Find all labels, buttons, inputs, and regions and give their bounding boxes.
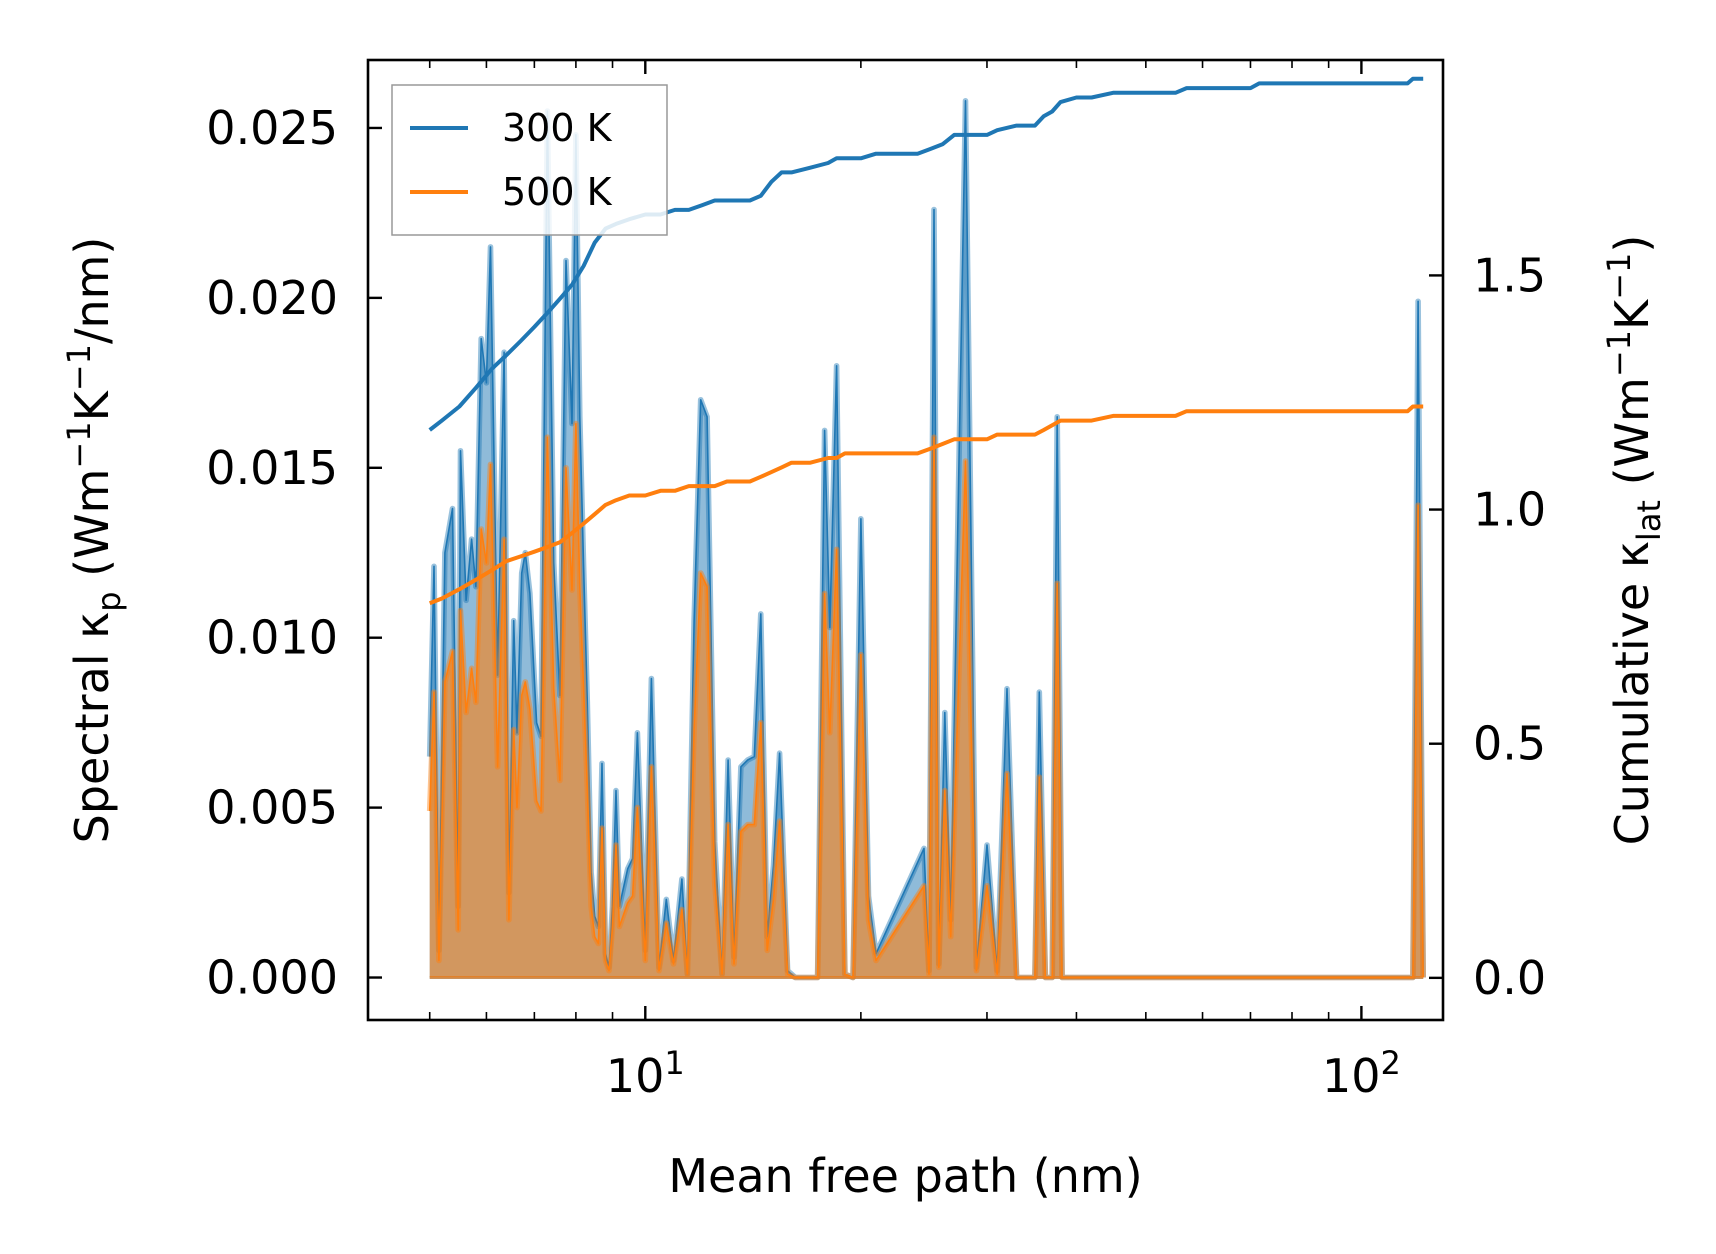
chart-ticks xyxy=(366,58,1445,1022)
plot-frame xyxy=(366,58,1445,1022)
y-left-tick-label: 0.015 xyxy=(206,441,338,495)
y-right-tick-label: 0.5 xyxy=(1473,717,1546,771)
y-right-axis-label: Cumulative κlat (Wm−1K−1) xyxy=(1600,235,1668,846)
cumulative-300k-line xyxy=(428,76,1424,432)
y-left-axis-label: Spectral κp (Wm−1K−1/nm) xyxy=(60,237,128,844)
y-left-tick-label: 0.020 xyxy=(206,271,338,325)
x-tick-label: 101 xyxy=(606,1044,685,1103)
y-left-tick-label: 0.010 xyxy=(206,611,338,665)
spectral-500k-area xyxy=(429,423,1424,978)
legend-box xyxy=(391,84,668,236)
x-tick-label: 102 xyxy=(1322,1044,1401,1103)
chart-labels: 101 102 0.000 0.005 0.010 0.015 0.020 0.025 0.0 0… xyxy=(60,101,1668,1203)
legend-label: 300 K xyxy=(502,106,613,150)
legend-label: 500 K xyxy=(502,170,613,214)
y-right-tick-label: 1.0 xyxy=(1473,483,1546,537)
y-left-tick-label: 0.000 xyxy=(206,951,338,1005)
cumulative-500k-line xyxy=(428,404,1424,606)
x-axis-label: Mean free path (nm) xyxy=(668,1149,1142,1203)
y-right-tick-label: 1.5 xyxy=(1473,248,1546,302)
chart-legend: 300 K 500 K xyxy=(391,84,668,236)
y-left-tick-label: 0.005 xyxy=(206,781,338,835)
chart-marks xyxy=(426,76,1426,981)
spectral-500k-line xyxy=(428,422,1424,979)
y-left-tick-label: 0.025 xyxy=(206,101,338,155)
y-right-tick-label: 0.0 xyxy=(1473,951,1546,1005)
